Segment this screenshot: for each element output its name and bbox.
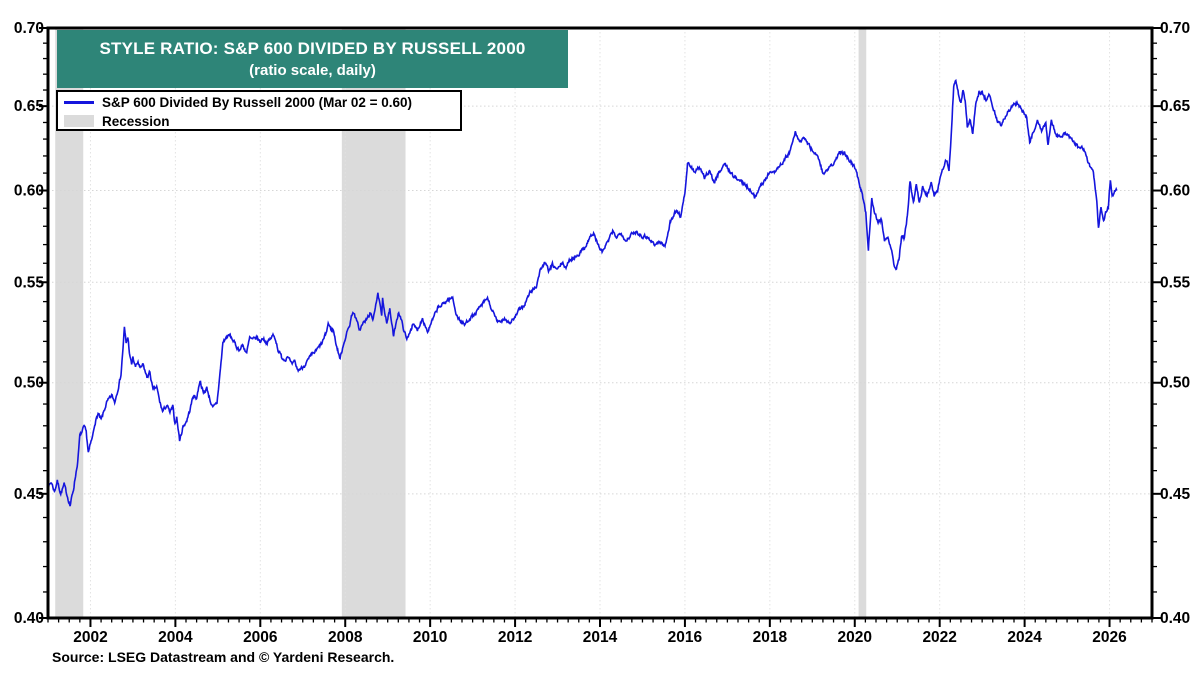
- x-axis-label: 2016: [668, 629, 703, 646]
- x-axis-label: 2020: [838, 629, 872, 646]
- y-axis-label-left: 0.40: [14, 610, 44, 627]
- y-axis-label-right: 0.55: [1160, 274, 1191, 291]
- source-note: Source: LSEG Datastream and © Yardeni Re…: [52, 649, 395, 665]
- recession-band: [858, 28, 867, 618]
- x-axis-label: 2004: [158, 629, 193, 646]
- y-axis-label-left: 0.60: [14, 183, 44, 200]
- ratio-line-series: [47, 78, 1118, 507]
- y-axis-label-right: 0.65: [1160, 98, 1191, 115]
- y-axis-label-left: 0.65: [14, 98, 45, 115]
- x-axis-label: 2002: [73, 629, 107, 646]
- chart-title: STYLE RATIO: S&P 600 DIVIDED BY RUSSELL …: [99, 39, 526, 58]
- x-axis-label: 2014: [583, 629, 618, 646]
- legend-row-series: S&P 600 Divided By Russell 2000 (Mar 02 …: [58, 93, 460, 111]
- x-axis-label: 2026: [1092, 629, 1127, 646]
- x-axis-label: 2012: [498, 629, 532, 646]
- chart-subtitle: (ratio scale, daily): [249, 62, 376, 79]
- y-axis-label-left: 0.55: [14, 274, 45, 291]
- blue-line-icon: [64, 100, 94, 104]
- y-axis-label-right: 0.40: [1160, 610, 1190, 627]
- legend: S&P 600 Divided By Russell 2000 (Mar 02 …: [56, 90, 462, 131]
- recession-band-icon: [64, 115, 94, 127]
- plot-border: [46, 26, 1154, 620]
- x-axis-label: 2010: [413, 629, 447, 646]
- x-axis-label: 2024: [1007, 629, 1042, 646]
- legend-series-label: S&P 600 Divided By Russell 2000 (Mar 02 …: [102, 94, 413, 110]
- y-axis-label-left: 0.45: [14, 486, 45, 503]
- y-axis-label-right: 0.60: [1160, 183, 1190, 200]
- legend-row-recession: Recession: [58, 112, 460, 130]
- legend-recession-label: Recession: [102, 113, 170, 129]
- x-axis-label: 2008: [328, 629, 363, 646]
- series-line-swatch: [64, 100, 94, 104]
- y-axis-label-right: 0.50: [1160, 375, 1190, 392]
- x-axis-label: 2006: [243, 629, 278, 646]
- y-axis-label-right: 0.45: [1160, 486, 1191, 503]
- y-axis-label-left: 0.50: [14, 375, 44, 392]
- y-axis-label-left: 0.70: [14, 20, 44, 37]
- y-axis-label-right: 0.70: [1160, 20, 1190, 37]
- x-axis-label: 2022: [922, 629, 956, 646]
- chart-title-box: STYLE RATIO: S&P 600 DIVIDED BY RUSSELL …: [57, 30, 568, 88]
- x-axis-label: 2018: [753, 629, 788, 646]
- recession-swatch: [64, 115, 94, 127]
